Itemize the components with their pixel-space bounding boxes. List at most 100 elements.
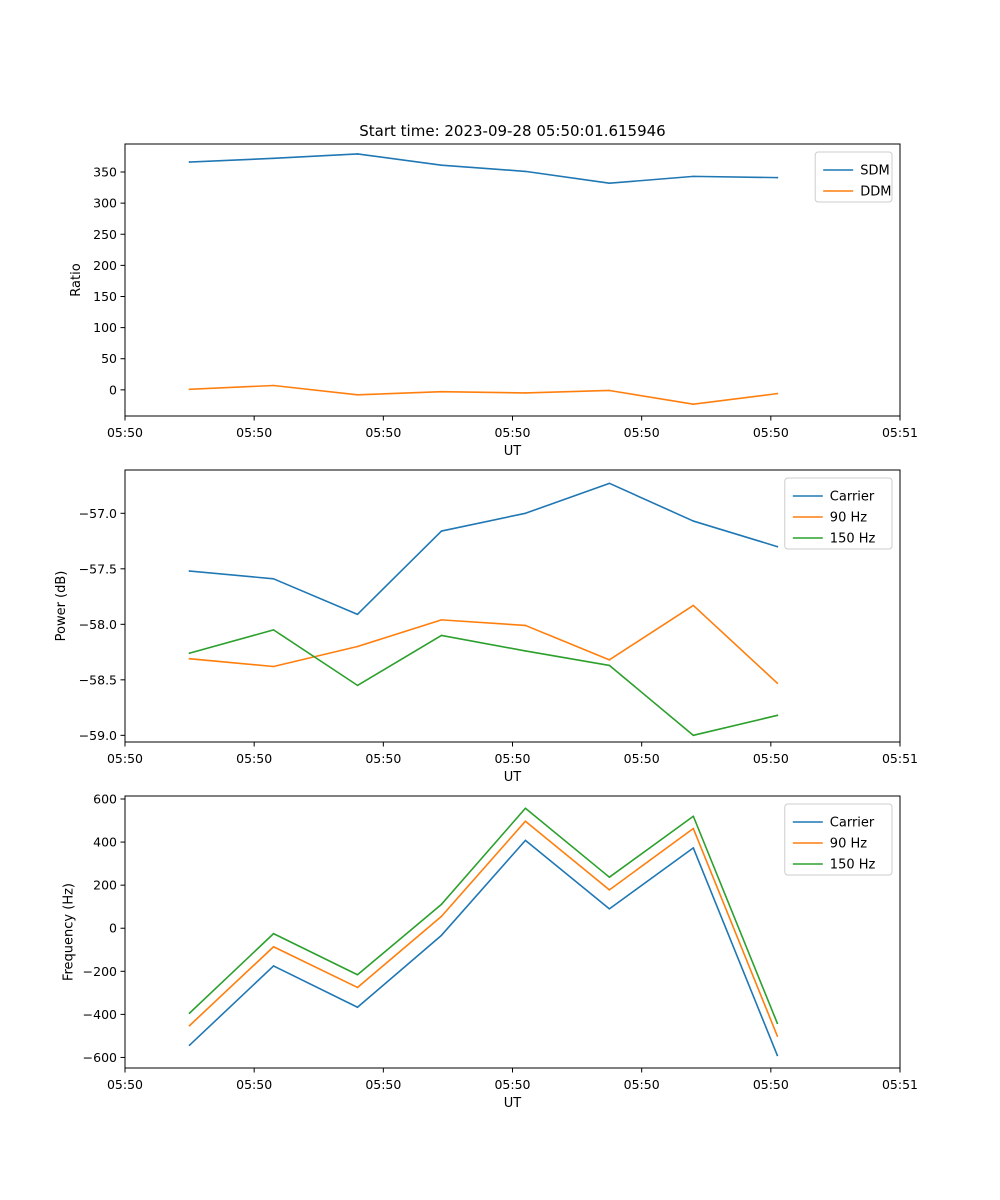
frequency-legend-label-150-hz: 150 Hz (830, 858, 876, 873)
frequency-point-90-hz-5 (608, 889, 611, 891)
power-series-line-carrier (188, 482, 779, 616)
ratio-y-axis-label: Ratio (69, 263, 84, 296)
frequency-series-line-carrier (188, 839, 779, 1057)
power-point-150-hz-2 (356, 684, 359, 687)
power-point-90-hz-4 (524, 624, 527, 627)
ratio-x-tick-label-1: 05:50 (236, 425, 272, 440)
power-point-90-hz-3 (440, 619, 443, 621)
power-x-tick-label-0: 05:50 (107, 751, 143, 766)
frequency-y-tick-label-4: 200 (93, 878, 117, 893)
power-legend-label-150-hz: 150 Hz (830, 532, 876, 547)
frequency-y-tick-label-0: −600 (83, 1050, 117, 1065)
frequency-x-tick-label-1: 05:50 (236, 1077, 272, 1092)
frequency-y-tick-label-1: −400 (83, 1007, 117, 1022)
ratio-y-tick-label-0: 0 (109, 382, 117, 397)
ratio-point-ddm-0 (188, 388, 191, 391)
ratio-point-sdm-7 (776, 176, 779, 179)
power-point-carrier-2 (356, 613, 359, 616)
power-x-tick-label-3: 05:50 (494, 751, 530, 766)
power-point-90-hz-6 (692, 604, 695, 607)
power-x-tick-label-4: 05:50 (624, 751, 660, 766)
power-x-tick-label-6: 05:51 (882, 751, 918, 766)
ratio-panel: 05:50 05:50 05:50 05:50 05:50 05:50 05:51 0 50 10… (69, 143, 918, 459)
frequency-point-150-hz-0 (188, 1012, 191, 1014)
frequency-series-line-90-hz (188, 820, 779, 1037)
frequency-legend-label-carrier: Carrier (830, 816, 875, 831)
ratio-y-tick-label-1: 50 (101, 351, 117, 366)
ratio-x-tick-label-0: 05:50 (107, 425, 143, 440)
ratio-point-sdm-6 (692, 175, 695, 178)
frequency-y-tick-label-3: 0 (109, 921, 117, 936)
power-point-90-hz-0 (188, 657, 191, 660)
power-point-carrier-5 (608, 482, 611, 485)
ratio-point-sdm-2 (356, 153, 359, 155)
frequency-legend-label-90-hz: 90 Hz (830, 837, 867, 852)
ratio-legend-box (814, 151, 893, 203)
frequency-point-150-hz-7 (776, 1022, 779, 1025)
power-series-line-90-hz (188, 604, 779, 685)
power-point-90-hz-1 (272, 665, 275, 668)
power-legend-label-90-hz: 90 Hz (830, 511, 867, 526)
power-y-tick-label-4: −57.0 (79, 506, 117, 521)
frequency-point-carrier-3 (440, 934, 443, 937)
ratio-series-line-ddm (188, 384, 779, 405)
frequency-x-tick-label-5: 05:50 (753, 1077, 789, 1092)
frequency-y-axis-label: Frequency (Hz) (62, 883, 77, 981)
ratio-x-tick-label-4: 05:50 (624, 425, 660, 440)
frequency-x-tick-label-3: 05:50 (494, 1077, 530, 1092)
ratio-series-line-sdm (188, 153, 779, 185)
ratio-x-tick-label-3: 05:50 (494, 425, 530, 440)
frequency-point-carrier-7 (776, 1054, 779, 1057)
power-series-line-150-hz (188, 629, 779, 737)
power-x-tick-label-1: 05:50 (236, 751, 272, 766)
frequency-y-tick-label-6: 600 (93, 792, 117, 807)
frequency-point-90-hz-4 (524, 820, 527, 822)
power-legend-label-carrier: Carrier (830, 490, 875, 505)
power-y-tick-label-1: −58.5 (79, 672, 117, 687)
frequency-point-carrier-5 (608, 908, 611, 910)
power-point-carrier-6 (692, 520, 695, 522)
figure-title: Start time: 2023-09-28 05:50:01.615946 (359, 122, 665, 140)
frequency-point-90-hz-6 (692, 827, 695, 830)
frequency-y-tick-label-2: −200 (83, 964, 117, 979)
frequency-point-150-hz-1 (272, 932, 275, 935)
ratio-x-tick-label-6: 05:51 (882, 425, 918, 440)
ratio-y-tick-label-5: 250 (93, 227, 117, 242)
frequency-point-90-hz-0 (188, 1024, 191, 1027)
ratio-legend: SDM DDM (814, 151, 893, 203)
frequency-x-tick-label-4: 05:50 (624, 1077, 660, 1092)
frequency-point-90-hz-1 (272, 945, 275, 948)
frequency-point-150-hz-3 (440, 903, 443, 906)
ratio-x-axis-label: UT (504, 444, 522, 459)
power-point-150-hz-4 (524, 650, 527, 652)
power-y-tick-label-3: −57.5 (79, 561, 117, 576)
frequency-point-150-hz-2 (356, 973, 359, 976)
ratio-point-ddm-4 (524, 392, 527, 394)
power-point-carrier-3 (440, 530, 443, 532)
frequency-point-carrier-0 (188, 1044, 191, 1046)
frequency-y-tick-label-5: 400 (93, 835, 117, 850)
power-legend: Carrier 90 Hz 150 Hz (784, 477, 893, 550)
frequency-series-line-150-hz (188, 807, 779, 1025)
power-point-carrier-0 (188, 570, 191, 572)
frequency-x-axis-label: UT (504, 1096, 522, 1111)
power-point-90-hz-7 (776, 682, 779, 684)
frequency-point-150-hz-6 (692, 815, 695, 818)
power-point-150-hz-0 (188, 652, 191, 654)
power-point-carrier-1 (272, 578, 275, 580)
ratio-point-sdm-4 (524, 170, 527, 173)
frequency-point-90-hz-2 (356, 986, 359, 989)
ratio-y-tick-label-2: 100 (93, 320, 117, 335)
power-point-90-hz-5 (608, 659, 611, 661)
power-point-150-hz-3 (440, 634, 443, 637)
frequency-x-tick-label-0: 05:50 (107, 1077, 143, 1092)
frequency-legend: Carrier 90 Hz 150 Hz (784, 803, 893, 876)
ratio-legend-label-sdm: SDM (860, 164, 889, 179)
ratio-point-sdm-5 (608, 182, 611, 185)
frequency-point-carrier-2 (356, 1006, 359, 1009)
power-point-150-hz-1 (272, 629, 275, 631)
ratio-point-ddm-2 (356, 394, 359, 396)
ratio-point-sdm-1 (272, 157, 275, 160)
frequency-point-90-hz-3 (440, 915, 443, 918)
frequency-point-150-hz-4 (524, 807, 527, 810)
